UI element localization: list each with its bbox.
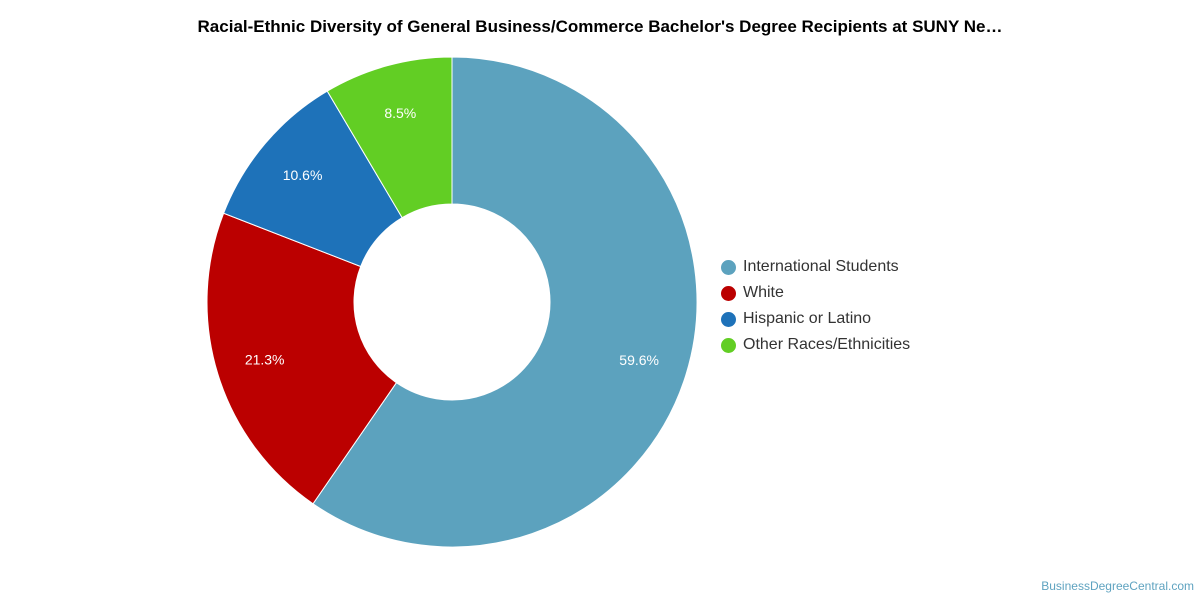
legend-item[interactable]: Other Races/Ethnicities [721, 332, 910, 358]
legend-item[interactable]: White [721, 280, 910, 306]
chart-title: Racial-Ethnic Diversity of General Busin… [197, 17, 1003, 36]
slice-value-label: 21.3% [245, 352, 285, 368]
slice-value-label: 59.6% [619, 352, 659, 368]
legend-marker-icon [721, 311, 736, 327]
legend-marker-icon [721, 337, 736, 353]
source-credit[interactable]: BusinessDegreeCentral.com [1041, 579, 1194, 593]
legend-label: Other Races/Ethnicities [743, 336, 911, 353]
donut-slice-hispanic-or-latino[interactable] [222, 90, 403, 268]
legend-label: Hispanic or Latino [743, 310, 872, 327]
legend-marker-icon [721, 259, 736, 275]
donut-slice-white[interactable] [206, 212, 398, 505]
donut-slice-international-students[interactable] [312, 56, 698, 548]
legend-label: White [743, 284, 784, 301]
legend-marker-icon [721, 285, 736, 301]
slice-value-label: 10.6% [283, 167, 323, 183]
chart-legend: International Students White Hispanic or L… [721, 254, 910, 358]
slice-value-label: 8.5% [384, 105, 416, 121]
legend-item[interactable]: International Students [721, 254, 910, 280]
donut-slice-other-races-ethnicities[interactable] [326, 56, 453, 219]
legend-label: International Students [743, 258, 899, 275]
legend-item[interactable]: Hispanic or Latino [721, 306, 910, 332]
